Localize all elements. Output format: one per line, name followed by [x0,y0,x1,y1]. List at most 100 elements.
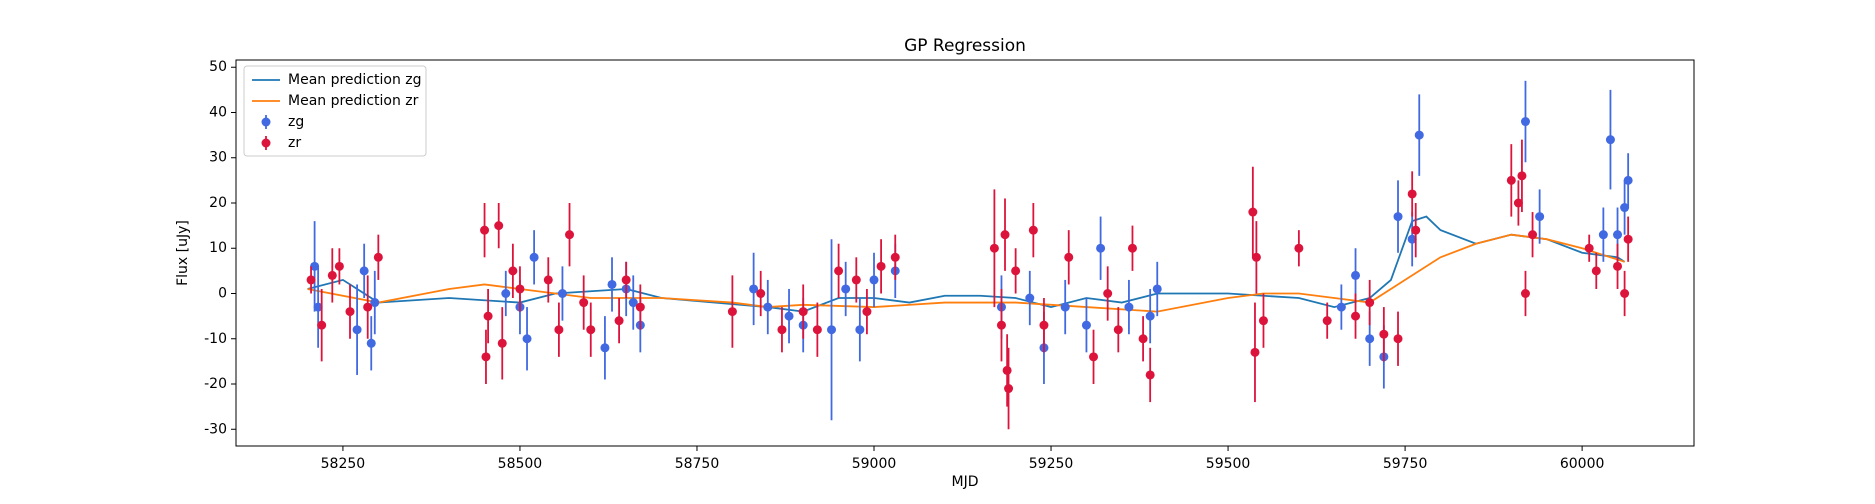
point [554,325,564,335]
point [345,307,355,317]
point [1096,243,1106,253]
point [989,243,999,253]
point [1528,230,1538,240]
point [777,325,787,335]
point [1103,289,1113,299]
x-axis-label: MJD [952,474,979,490]
point [600,343,610,353]
point [1138,334,1148,344]
point [1081,320,1091,330]
chart-title: GP Regression [904,36,1026,56]
point [1584,243,1594,253]
point [1605,135,1615,145]
point [996,320,1006,330]
point [607,279,617,289]
point [834,266,844,276]
point [1351,311,1361,321]
point [841,284,851,294]
point [1002,365,1012,375]
point [1520,289,1530,299]
y-tick-label: -20 [204,376,227,392]
point [480,225,490,235]
point [373,252,383,262]
point [749,284,759,294]
point [1248,207,1258,217]
legend-label: Mean prediction zr [288,93,419,109]
point [784,311,794,321]
point [869,275,879,285]
point [1506,175,1516,185]
point [1336,302,1346,312]
point [306,275,316,285]
point [1407,189,1417,199]
point [1393,212,1403,222]
point [1351,270,1361,280]
point [1613,230,1623,240]
point [1598,230,1608,240]
x-tick-label: 60000 [1560,456,1605,472]
point [1127,243,1137,253]
point [529,252,539,262]
y-tick-label: -10 [204,331,227,347]
point [812,325,822,335]
point [763,302,773,312]
point [370,298,380,308]
point [1411,225,1421,235]
point [327,270,337,280]
point [1064,252,1074,262]
point [621,275,631,285]
point [366,338,376,348]
point [1414,130,1424,140]
x-tick-label: 59250 [1029,456,1074,472]
point [1000,230,1010,240]
point [1145,370,1155,380]
point [1513,198,1523,208]
point [635,302,645,312]
point [614,316,624,326]
y-tick-label: 20 [209,195,227,211]
point [1028,225,1038,235]
legend-label: zg [288,114,304,130]
mean-line [307,215,1626,313]
point [522,334,532,344]
point [798,307,808,317]
x-tick-label: 59750 [1383,456,1428,472]
point [1145,311,1155,321]
y-tick-label: 10 [209,240,227,256]
point [1407,234,1417,244]
point [851,275,861,285]
point [1365,334,1375,344]
point [1322,316,1332,326]
point [1591,266,1601,276]
point [890,252,900,262]
point [827,325,837,335]
point [497,338,507,348]
x-tick-label: 58500 [498,456,543,472]
point [1613,261,1623,271]
y-tick-label: 40 [209,104,227,120]
legend-swatch [261,138,271,148]
point [586,325,596,335]
point [1011,266,1021,276]
point [1258,316,1268,326]
point [1517,171,1527,181]
x-tick-label: 58750 [675,456,720,472]
legend-box [243,65,427,157]
point [310,261,320,271]
x-tick-label: 59500 [1206,456,1251,472]
point [1393,334,1403,344]
point [1113,325,1123,335]
point [515,284,525,294]
point [334,261,344,271]
point [508,266,518,276]
point [1535,212,1545,222]
point [313,302,323,312]
point [862,307,872,317]
point [756,289,766,299]
point [1152,284,1162,294]
plot-frame [235,59,1695,447]
point [1039,320,1049,330]
legend-swatch [261,117,271,127]
point [1124,302,1134,312]
point [1250,347,1260,357]
